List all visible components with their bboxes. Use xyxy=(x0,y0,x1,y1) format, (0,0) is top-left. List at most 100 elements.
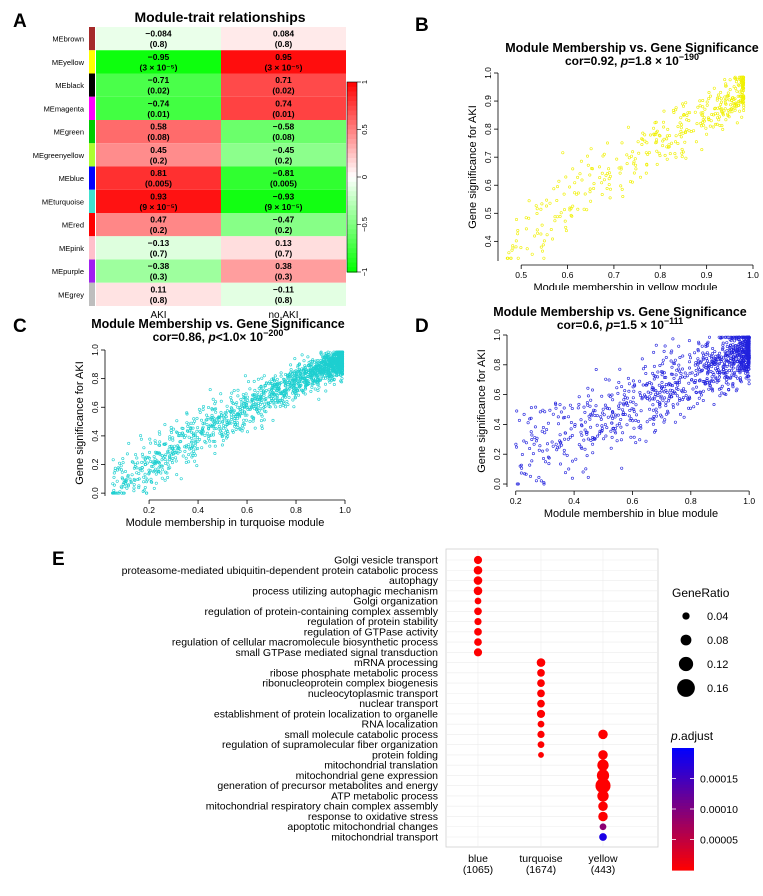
scatter-point xyxy=(577,402,581,406)
scatter-point xyxy=(223,411,227,415)
cell-pvalue: (0.02) xyxy=(147,86,169,96)
scatter-point xyxy=(172,427,176,431)
scatter-point xyxy=(562,192,566,196)
term-label: apoptotic mitochondrial changes xyxy=(287,821,438,833)
cell-pvalue: (3 × 10⁻⁵) xyxy=(139,62,177,72)
scatter-point xyxy=(132,466,136,470)
module-trait-heatmap: Module-trait relationshipsMEbrown−0.084(… xyxy=(33,9,369,320)
scatter-point xyxy=(684,101,688,105)
scatter-point xyxy=(132,489,136,493)
scatter-point xyxy=(158,443,162,447)
scatter-point xyxy=(547,462,551,466)
scatter-point xyxy=(541,426,545,430)
color-legend-segment xyxy=(672,836,694,841)
scatter-point xyxy=(335,367,339,371)
scatter-point xyxy=(241,422,245,426)
x-tick-label: 0.8 xyxy=(290,505,302,515)
scatter-point xyxy=(335,352,339,356)
scatter-point xyxy=(555,215,559,219)
scatter-point xyxy=(648,398,652,402)
scatter-point xyxy=(660,373,664,377)
colorbar-segment xyxy=(347,234,357,240)
scatter-point xyxy=(250,415,254,419)
scatter-point xyxy=(545,448,549,452)
scatter-point xyxy=(723,364,727,368)
scatter-point xyxy=(243,374,247,378)
scatter-point xyxy=(231,430,235,434)
scatter-point xyxy=(741,89,745,93)
scatter-point xyxy=(569,421,573,425)
scatter-point xyxy=(593,409,597,413)
scatter-point xyxy=(746,371,750,375)
scatter-point xyxy=(264,397,268,401)
scatter-point xyxy=(291,398,295,402)
x-axis-label: Module membership in turquoise module xyxy=(126,517,325,529)
enrichment-dot xyxy=(537,679,545,687)
scatter-point xyxy=(591,451,595,455)
scatter-point xyxy=(560,443,564,447)
scatter-point xyxy=(589,199,593,203)
scatter-point xyxy=(675,381,679,385)
scatter-point xyxy=(541,449,545,453)
module-color-swatch xyxy=(89,189,95,213)
scatter-point xyxy=(632,171,636,175)
colorbar-segment xyxy=(347,210,357,216)
size-legend-title: GeneRatio xyxy=(672,586,730,600)
panel-label-e: E xyxy=(52,549,65,570)
scatter-point xyxy=(207,426,211,430)
scatter-point xyxy=(674,108,678,112)
scatter-point xyxy=(640,143,644,147)
scatter-point xyxy=(631,396,635,400)
scatter-point xyxy=(678,399,682,403)
color-legend-segment xyxy=(672,802,694,807)
scatter-point xyxy=(534,405,538,409)
x-tick-label: 1.0 xyxy=(743,496,755,506)
scatter-point xyxy=(725,375,729,379)
scatter-point xyxy=(586,386,590,390)
scatter-point xyxy=(672,376,676,380)
scatter-point xyxy=(552,187,556,191)
scatter-point xyxy=(732,355,736,359)
scatter-point xyxy=(522,439,526,443)
scatter-point xyxy=(608,174,612,178)
scatter-point xyxy=(213,452,217,456)
color-legend-segment xyxy=(672,818,694,822)
term-label: ribonucleoprotein complex biogenesis xyxy=(262,678,438,690)
scatter-point xyxy=(685,374,689,378)
enrichment-dot xyxy=(598,811,608,822)
scatter-point xyxy=(304,383,308,387)
scatter-point xyxy=(169,425,173,429)
enrichment-dot xyxy=(474,638,482,646)
scatter-point xyxy=(298,369,302,373)
scatter-point xyxy=(730,365,734,369)
scatter-point xyxy=(262,391,266,395)
scatter-point xyxy=(514,442,518,446)
scatter-point xyxy=(621,431,625,435)
scatter-point xyxy=(166,476,170,480)
scatter-point xyxy=(292,405,296,409)
scatter-point xyxy=(728,110,732,114)
scatter-point xyxy=(615,423,619,427)
scatter-point xyxy=(644,171,648,175)
scatter-point xyxy=(272,376,276,380)
scatter-point xyxy=(665,390,669,394)
scatter-point xyxy=(667,145,671,149)
scatter-point xyxy=(539,479,543,483)
color-legend-label: 0.00010 xyxy=(700,804,738,816)
scatter-point xyxy=(661,362,665,366)
scatter-point xyxy=(236,421,240,425)
term-label: process utilizing autophagic mechanism xyxy=(252,585,438,597)
heatmap-cell xyxy=(221,282,346,306)
scatter-point xyxy=(688,111,692,115)
module-color-swatch xyxy=(89,282,95,306)
scatter-point xyxy=(701,399,705,403)
scatter-point xyxy=(527,216,531,220)
scatter-point xyxy=(201,422,205,426)
scatter-point xyxy=(542,482,546,486)
scatter-point xyxy=(722,109,726,113)
scatter-point xyxy=(707,353,711,357)
scatter-point xyxy=(287,380,291,384)
column-label: AKI xyxy=(150,310,166,320)
scatter-point xyxy=(185,411,189,415)
scatter-point xyxy=(139,434,143,438)
